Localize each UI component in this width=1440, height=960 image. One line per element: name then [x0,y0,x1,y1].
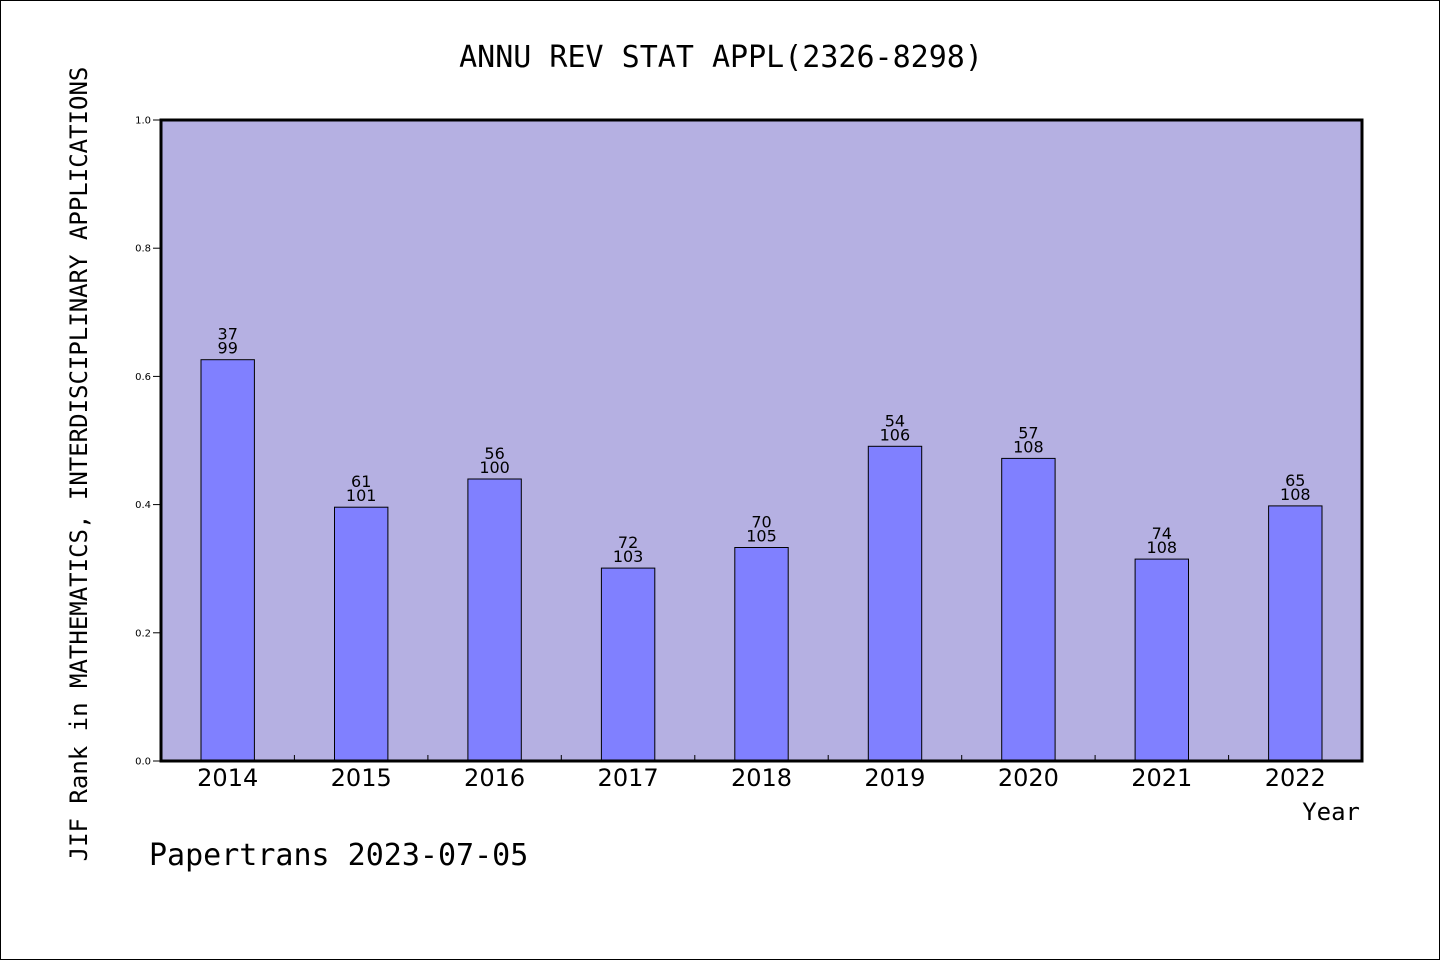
bar-2019 [867,445,923,762]
y-axis-ticks: 0.0 0.2 0.4 0.6 0.8 1.0 [135,116,161,768]
y-tick-label: 0.0 [135,757,151,768]
y-tick-label: 0.6 [135,372,151,383]
bar-total-label: 106 [880,425,911,444]
x-axis-ticks: 2014 2015 2016 2017 2018 2019 2020 2021 2022 [197,755,1326,792]
chart-title: ANNU REV STAT APPL(2326-8298) [459,40,983,75]
bar-total-label: 101 [346,486,377,505]
footer-stamp: Papertrans 2023-07-05 [149,838,528,873]
bar-rank-label: 37 [218,325,238,344]
y-tick-label: 1.0 [135,116,151,127]
bar-total-label: 105 [746,527,777,546]
x-tick-label: 2014 [197,764,258,792]
bar-total-label: 103 [613,547,644,566]
bar-2020 [1001,457,1056,762]
bar-2016 [467,478,522,762]
bar-2022 [1268,505,1323,762]
bar-2021 [1134,558,1189,762]
y-tick-label: 0.4 [135,500,151,511]
x-tick-label: 2020 [998,764,1059,792]
bar-rank-label: 54 [885,411,905,430]
y-tick-label: 0.2 [135,628,151,639]
bar-rank-label: 72 [618,533,638,552]
bar-rank-label: 56 [484,444,504,463]
bars-group [200,359,1323,762]
x-tick-label: 2017 [598,764,659,792]
bar-total-label: 108 [1013,437,1044,456]
x-tick-label: 2018 [731,764,792,792]
bar-rank-label: 70 [751,513,771,532]
bar-rank-label: 65 [1285,471,1305,490]
bar-2014 [200,359,255,762]
bar-rank-label: 74 [1152,524,1172,543]
x-tick-label: 2015 [331,764,392,792]
bar-total-label: 100 [479,458,510,477]
x-axis-label: Year [1302,798,1360,826]
x-tick-label: 2021 [1131,764,1192,792]
bar-rank-label: 61 [351,472,371,491]
bar-2015 [334,506,389,762]
bar-total-label: 99 [218,339,238,358]
x-tick-label: 2019 [864,764,925,792]
y-axis-label: JIF Rank in MATHEMATICS, INTERDISCIPLINA… [65,67,93,862]
bar-total-label: 108 [1147,538,1178,557]
y-tick-label: 0.8 [135,244,151,255]
x-tick-label: 2022 [1265,764,1326,792]
bar-2017 [600,567,656,762]
bar-2018 [734,547,789,762]
x-tick-label: 2016 [464,764,525,792]
plot-border [159,118,1364,763]
bar-total-label: 108 [1280,485,1311,504]
bar-rank-label: 57 [1018,423,1038,442]
